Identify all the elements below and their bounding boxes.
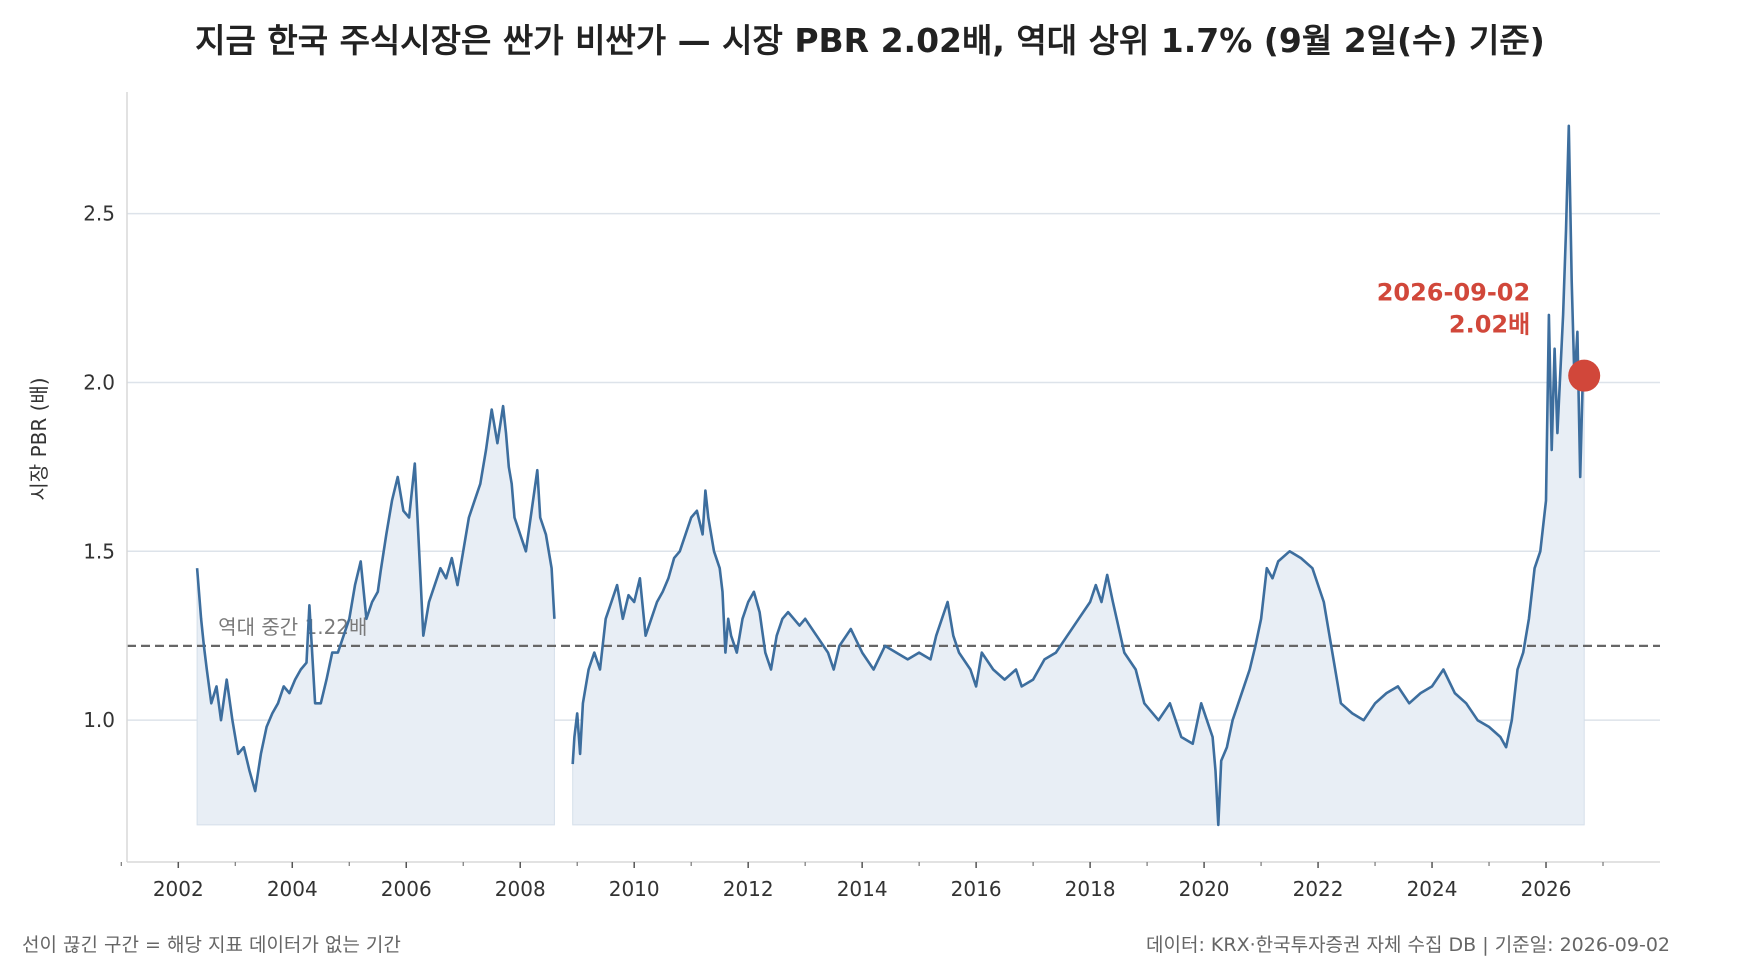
area-fills — [196, 125, 1585, 826]
x-tick-label-8: 2018 — [1065, 877, 1116, 901]
gap-note: 선이 끊긴 구간 = 해당 지표 데이터가 없는 기간 — [22, 934, 401, 956]
area-fill-segment-1 — [572, 125, 1585, 826]
x-tick-label-0: 2002 — [153, 877, 204, 901]
y-tick-label-1: 1.5 — [83, 539, 115, 563]
y-axis-label: 시장 PBR (배) — [27, 377, 51, 500]
latest-value-label: 2.02배 — [1449, 311, 1530, 339]
x-tick-label-5: 2012 — [723, 877, 774, 901]
x-tick-label-10: 2022 — [1293, 877, 1344, 901]
x-tick-label-11: 2024 — [1407, 877, 1458, 901]
source-note: 데이터: KRX·한국투자증권 자체 수집 DB | 기준일: 2026-09-… — [1146, 934, 1670, 956]
y-ticks: 1.0 1.5 2.0 2.5 — [83, 202, 115, 733]
x-tick-label-2: 2006 — [381, 877, 432, 901]
series-line-segment-1 — [571, 124, 1586, 827]
latest-date-label: 2026-09-02 — [1377, 279, 1531, 307]
x-tick-label-9: 2020 — [1179, 877, 1230, 901]
x-tick-label-4: 2010 — [609, 877, 660, 901]
x-tick-label-6: 2014 — [837, 877, 888, 901]
y-tick-label-3: 2.5 — [83, 202, 115, 226]
x-tick-label-1: 2004 — [267, 877, 318, 901]
chart-title: 지금 한국 주식시장은 싼가 비싼가 — 시장 PBR 2.02배, 역대 상위… — [195, 21, 1545, 60]
x-tick-label-3: 2008 — [495, 877, 546, 901]
y-tick-label-2: 2.0 — [83, 370, 115, 394]
series-line-segment-0 — [195, 404, 556, 793]
axes — [126, 92, 1660, 863]
x-ticks: 2002 2004 2006 2008 2010 2012 2014 2016 2018 2020… — [120, 862, 1604, 901]
latest-value-marker — [1568, 359, 1601, 392]
series-lines — [195, 124, 1586, 827]
y-tick-label-0: 1.0 — [83, 708, 115, 732]
x-tick-label-7: 2016 — [951, 877, 1002, 901]
x-tick-label-12: 2026 — [1521, 877, 1572, 901]
latest-value-annotation: 2026-09-02 2.02배 — [1377, 279, 1601, 392]
